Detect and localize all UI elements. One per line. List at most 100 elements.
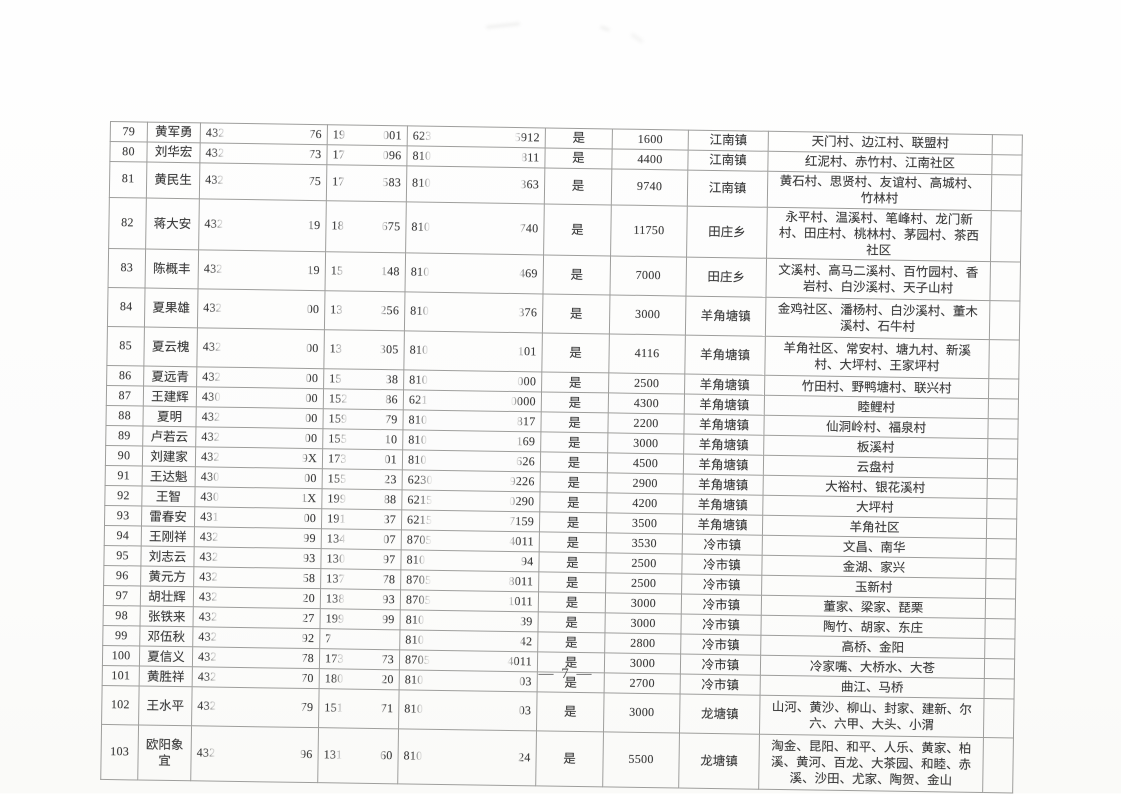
cell-town: 龙塘镇 xyxy=(678,733,760,790)
cell-town: 羊角塘镇 xyxy=(683,434,764,456)
cell-phone-number: 19 001 xyxy=(327,124,408,146)
cell-amount: 3500 xyxy=(606,513,683,535)
cell-amount: 9740 xyxy=(611,168,688,206)
cell-town: 羊角塘镇 xyxy=(684,374,765,396)
cell-name: 王水平 xyxy=(138,686,193,727)
cell-row-number: 85 xyxy=(106,326,145,367)
cell-id-number: 432 92 xyxy=(192,627,320,649)
cell-eligible-flag: 是 xyxy=(540,472,608,494)
cell-eligible-flag: 是 xyxy=(539,492,608,514)
cell-id-number: 432 27 xyxy=(193,607,321,629)
cell-phone-number: 17 096 xyxy=(326,144,408,166)
cell-id-number: 432 58 xyxy=(193,567,321,589)
cell-eligible-flag: 是 xyxy=(544,167,612,205)
cell-remark-empty xyxy=(985,578,1016,600)
cell-id-number: 432 00 xyxy=(196,328,325,369)
cell-row-number: 103 xyxy=(100,724,139,781)
scan-smudge xyxy=(599,25,611,32)
cell-eligible-flag: 是 xyxy=(537,612,606,634)
cell-villages: 金鸡社区、潘杨村、白沙溪村、董木溪村、石牛村 xyxy=(765,297,990,340)
beneficiary-table: 79 黄军勇 432 76 19 001 623 5912 是 1600 江南镇 天门… xyxy=(100,121,1023,794)
cell-id-number: 430 1X xyxy=(194,487,323,509)
cell-town: 羊角塘镇 xyxy=(685,296,766,337)
cell-remark-empty xyxy=(987,458,1018,480)
cell-bank-account: 810 626 xyxy=(402,450,541,473)
cell-row-number: 83 xyxy=(108,248,146,289)
cell-amount: 4116 xyxy=(608,334,686,375)
cell-town: 江南镇 xyxy=(687,150,769,172)
cell-bank-account: 8705 8011 xyxy=(400,570,539,593)
cell-row-number: 96 xyxy=(103,565,141,587)
cell-eligible-flag: 是 xyxy=(541,372,609,394)
cell-eligible-flag: 是 xyxy=(544,147,613,169)
cell-eligible-flag: 是 xyxy=(540,412,609,434)
cell-town: 羊角塘镇 xyxy=(683,474,764,496)
cell-amount: 2900 xyxy=(607,473,684,495)
cell-villages: 羊角社区、常安村、塘九村、新溪村、大坪村、王家坪村 xyxy=(764,336,990,379)
cell-amount: 3000 xyxy=(603,693,681,734)
cell-row-number: 87 xyxy=(106,385,144,407)
cell-amount: 7000 xyxy=(609,256,687,297)
cell-remark-empty xyxy=(986,478,1018,500)
cell-bank-account: 6215 0290 xyxy=(401,490,541,513)
cell-name: 夏云槐 xyxy=(143,327,198,368)
cell-amount: 3000 xyxy=(609,295,686,336)
cell-name: 夏明 xyxy=(142,406,197,428)
cell-remark-empty xyxy=(992,134,1023,156)
cell-id-number: 432 93 xyxy=(193,547,322,569)
cell-bank-account: 6230 9226 xyxy=(402,470,541,493)
cell-town: 田庄乡 xyxy=(685,257,767,298)
cell-name: 黄军勇 xyxy=(147,122,201,143)
cell-eligible-flag: 是 xyxy=(535,731,604,788)
cell-phone-number: 13 305 xyxy=(323,329,405,371)
cell-remark-empty xyxy=(989,300,1020,341)
cell-town: 田庄乡 xyxy=(686,205,768,259)
cell-phone-number: 191 37 xyxy=(321,508,402,531)
cell-row-number: 95 xyxy=(103,545,142,567)
cell-id-number: 432 9X xyxy=(195,447,323,469)
cell-town: 冷市镇 xyxy=(681,554,763,576)
cell-phone-number: 137 78 xyxy=(320,568,401,591)
cell-row-number: 100 xyxy=(102,645,140,667)
cell-amount: 2500 xyxy=(605,573,682,595)
cell-id-number: 432 75 xyxy=(199,162,327,201)
cell-eligible-flag: 是 xyxy=(543,203,612,257)
cell-remark-empty xyxy=(991,174,1022,211)
cell-eligible-flag: 是 xyxy=(537,632,605,654)
cell-phone-number: 17 583 xyxy=(326,164,407,202)
cell-eligible-flag: 是 xyxy=(540,452,608,474)
cell-amount: 3530 xyxy=(606,533,683,555)
page-number: — 7 — xyxy=(538,666,594,682)
cell-amount: 2800 xyxy=(604,633,681,655)
cell-eligible-flag: 是 xyxy=(541,392,609,414)
cell-town: 羊角塘镇 xyxy=(684,394,765,416)
cell-villages: 文溪村、高马二溪村、百竹园村、香岩村、白沙溪村、天子山村 xyxy=(765,258,991,301)
cell-phone-number: 13 256 xyxy=(324,290,405,332)
cell-phone-number: 131 60 xyxy=(317,727,399,785)
cell-remark-empty xyxy=(985,558,1017,580)
cell-remark-empty xyxy=(988,378,1019,400)
cell-row-number: 81 xyxy=(109,161,147,198)
cell-bank-account: 810 101 xyxy=(403,331,543,373)
cell-eligible-flag: 是 xyxy=(538,592,606,614)
scan-smudge xyxy=(630,32,644,44)
cell-phone-number: 134 07 xyxy=(321,528,402,551)
cell-remark-empty xyxy=(986,518,1017,540)
cell-name: 黄民生 xyxy=(146,162,200,199)
scan-smudge xyxy=(485,22,521,29)
cell-villages: 黄石村、思贤村、友谊村、高城村、竹林村 xyxy=(767,171,992,211)
cell-amount: 2500 xyxy=(605,553,683,575)
cell-phone-number: 152 86 xyxy=(323,388,404,411)
cell-eligible-flag: 是 xyxy=(540,432,608,454)
cell-town: 羊角塘镇 xyxy=(682,494,764,516)
cell-row-number: 94 xyxy=(104,525,142,547)
cell-remark-empty xyxy=(987,418,1019,440)
cell-row-number: 102 xyxy=(101,685,140,726)
cell-amount: 4200 xyxy=(606,493,684,515)
cell-remark-empty xyxy=(988,398,1019,420)
cell-id-number: 432 73 xyxy=(199,142,328,165)
cell-eligible-flag: 是 xyxy=(538,552,607,574)
cell-amount: 3000 xyxy=(607,433,684,455)
cell-town: 江南镇 xyxy=(688,130,769,152)
cell-remark-empty xyxy=(988,339,1020,380)
